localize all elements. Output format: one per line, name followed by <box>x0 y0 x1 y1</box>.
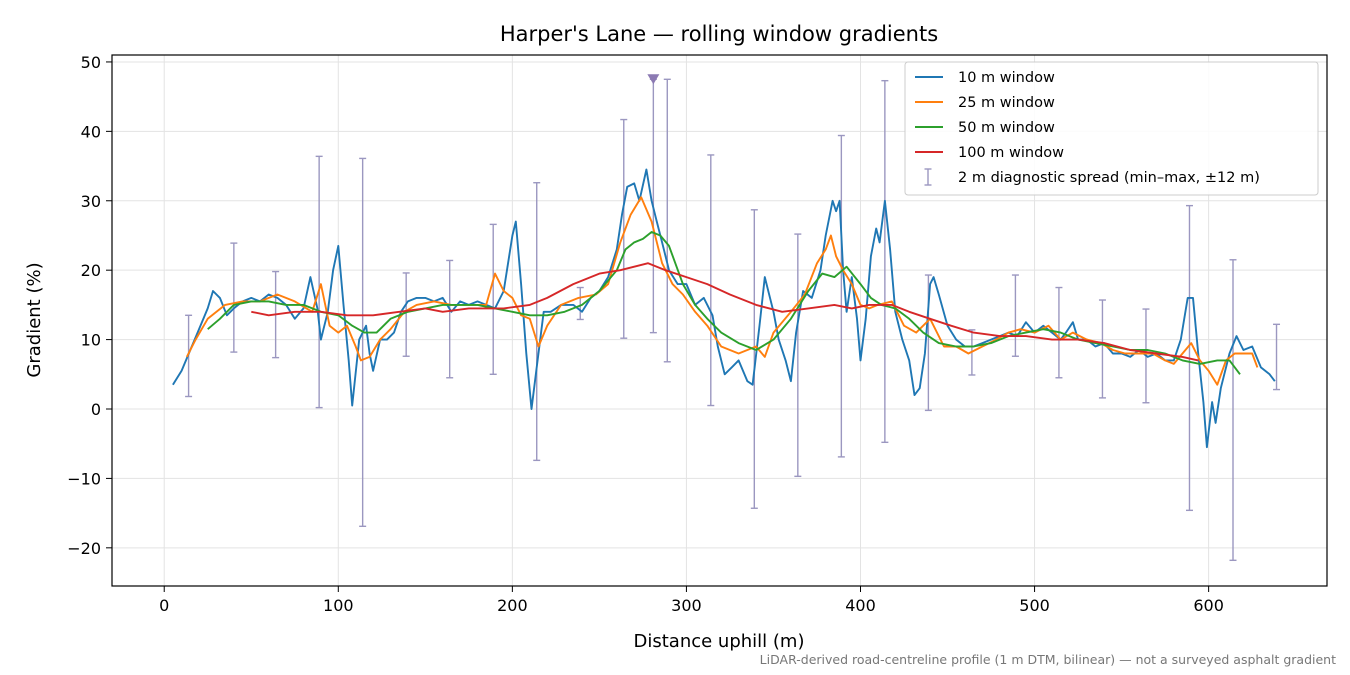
x-tick-label: 0 <box>159 596 169 615</box>
x-tick-label: 200 <box>497 596 528 615</box>
y-tick-label: 40 <box>81 122 101 141</box>
plot-area <box>172 74 1281 562</box>
y-tick-label: −20 <box>67 539 101 558</box>
y-axis-label: Gradient (%) <box>24 262 45 377</box>
y-tick-label: 20 <box>81 261 101 280</box>
legend-label: 25 m window <box>958 95 1055 111</box>
x-axis-label: Distance uphill (m) <box>634 631 805 652</box>
legend-label: 50 m window <box>958 120 1055 136</box>
x-tick-label: 400 <box>845 596 876 615</box>
y-tick-label: −10 <box>67 469 101 488</box>
legend-label: 100 m window <box>958 145 1064 161</box>
x-tick-label: 300 <box>671 596 702 615</box>
y-tick-label: 0 <box>91 400 101 419</box>
legend-label: 2 m diagnostic spread (min–max, ±12 m) <box>958 170 1260 186</box>
legend-label: 10 m window <box>958 70 1055 86</box>
legend-box <box>904 61 1319 196</box>
chart-title: Harper's Lane — rolling window gradients <box>500 22 938 46</box>
series-line-3 <box>251 262 1199 362</box>
y-tick-label: 50 <box>81 53 101 72</box>
x-tick-label: 600 <box>1193 596 1224 615</box>
plot-frame <box>111 54 1328 587</box>
axis-ticks: 0 100 200 300 400 500 600 −20 −10 0 10 20 30 40 50 <box>67 53 1224 615</box>
series-line-2 <box>207 231 1241 375</box>
x-tick-label: 100 <box>323 596 354 615</box>
legend: 10 m window 25 m window 50 m window 100 m w… <box>904 61 1319 196</box>
footnote: LiDAR-derived road-centreline profile (1… <box>760 652 1336 667</box>
series-line-1 <box>185 196 1259 386</box>
x-tick-label: 500 <box>1019 596 1050 615</box>
y-tick-label: 10 <box>81 331 101 350</box>
clipped-max-marker <box>647 74 660 85</box>
y-tick-label: 30 <box>81 192 101 211</box>
